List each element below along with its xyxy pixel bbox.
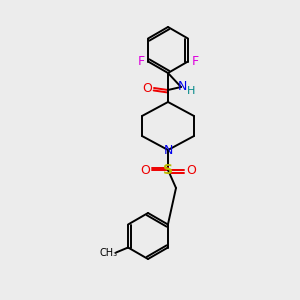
Text: O: O xyxy=(140,164,150,176)
Text: H: H xyxy=(187,86,195,96)
Text: N: N xyxy=(177,80,187,92)
Text: O: O xyxy=(142,82,152,94)
Text: O: O xyxy=(186,164,196,176)
Text: F: F xyxy=(191,55,199,68)
Text: CH₃: CH₃ xyxy=(99,248,117,259)
Text: N: N xyxy=(163,143,173,157)
Text: S: S xyxy=(163,163,173,177)
Text: F: F xyxy=(137,55,145,68)
